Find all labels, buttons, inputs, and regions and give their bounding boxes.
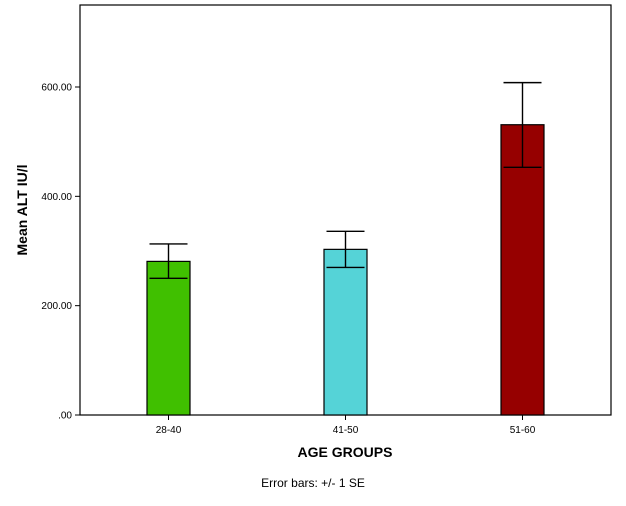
x-tick-label: 51-60 [510, 425, 536, 436]
x-tick-label: 41-50 [333, 425, 359, 436]
y-tick-label: 200.00 [41, 301, 72, 312]
y-tick-label: 400.00 [41, 192, 72, 203]
error-bar-51-60 [503, 81, 542, 169]
bar-51-60 [500, 124, 545, 416]
error-bar-41-50 [326, 230, 365, 269]
bar-41-50 [323, 248, 368, 416]
y-axis-title: Mean ALT IU/l [14, 165, 30, 256]
y-tick-label: .00 [58, 411, 72, 422]
y-axis: .00 200.00 400.00 600.00 [41, 83, 80, 422]
error-bar-28-40 [149, 243, 188, 280]
x-tick-label: 28-40 [156, 425, 182, 436]
bar-28-40 [146, 260, 191, 416]
error-bars-footnote: Error bars: +/- 1 SE [261, 476, 365, 490]
y-tick-label: 600.00 [41, 83, 72, 94]
x-axis: 28-40 41-50 51-60 [156, 415, 536, 436]
x-axis-title: AGE GROUPS [298, 444, 393, 460]
